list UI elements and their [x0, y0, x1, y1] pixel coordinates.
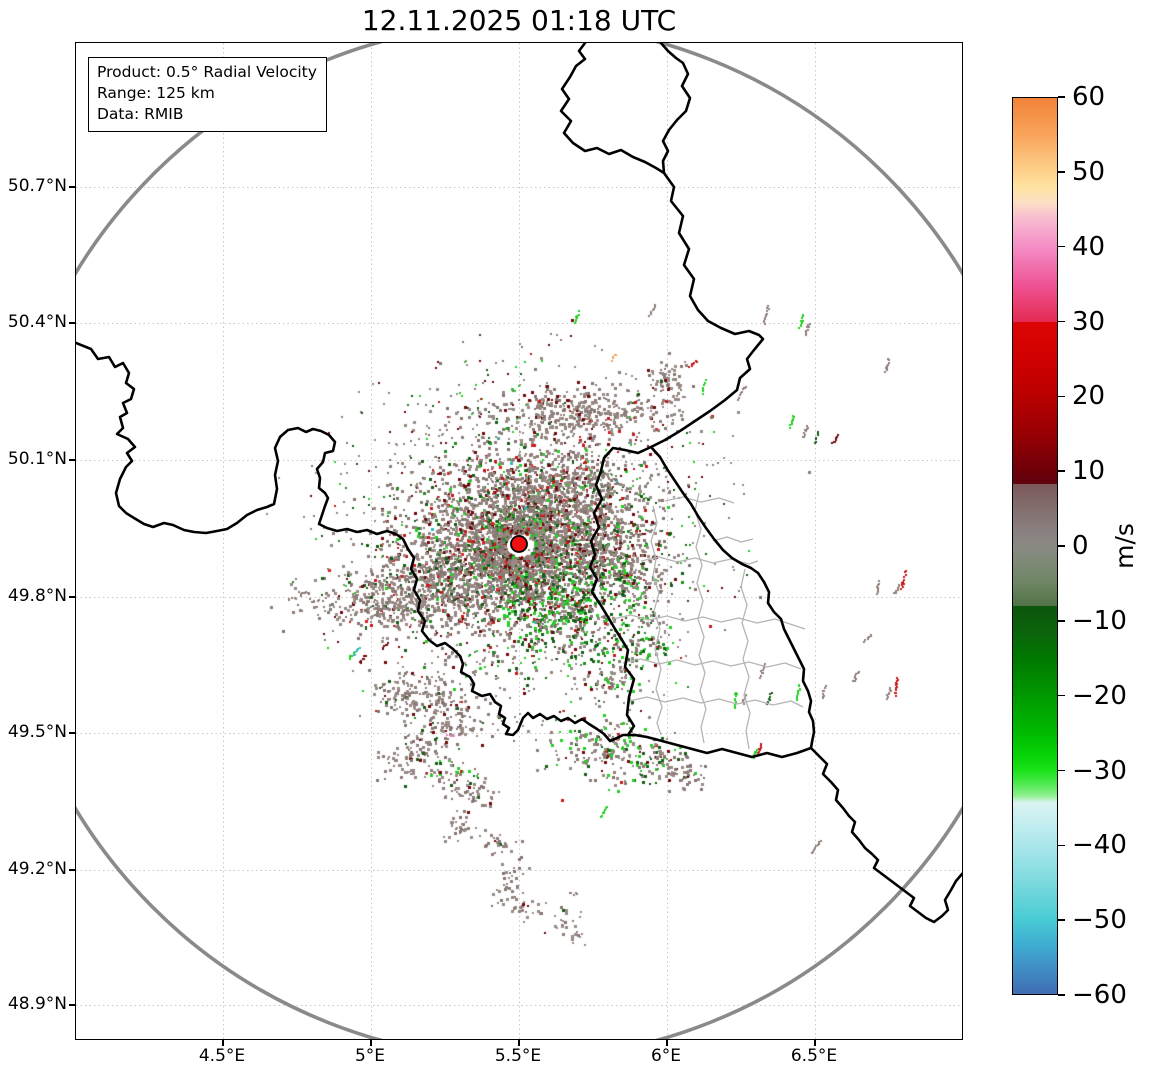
colorbar-tick-label: 30	[1072, 306, 1106, 337]
colorbar-tick-label: −60	[1072, 980, 1127, 1010]
x-tick-label: 6.5°E	[790, 1046, 838, 1066]
x-tick-label: 4.5°E	[198, 1046, 246, 1066]
colorbar-tick	[1058, 919, 1065, 921]
figure-title: 12.11.2025 01:18 UTC	[361, 4, 677, 37]
x-tick-mark	[222, 1040, 224, 1046]
data-source-line: Data: RMIB	[97, 105, 184, 123]
region-border	[650, 505, 663, 736]
colorbar-tick-label: −20	[1072, 680, 1127, 711]
y-tick-label: 49.8°N	[7, 586, 67, 606]
colorbar-unit-label: m/s	[1110, 523, 1139, 569]
colorbar-tick	[1058, 994, 1065, 996]
colorbar-tick-label: 50	[1072, 156, 1106, 187]
colorbar-gradient	[1012, 97, 1058, 995]
colorbar-tick-label: −10	[1072, 605, 1127, 636]
x-tick-mark	[518, 1040, 520, 1046]
colorbar-tick	[1058, 844, 1065, 847]
radar-site-marker	[510, 535, 528, 553]
y-tick-mark	[69, 1004, 75, 1006]
colorbar-tick-label: 10	[1072, 456, 1106, 487]
colorbar-tick	[1058, 620, 1065, 622]
y-tick-mark	[69, 186, 75, 188]
y-tick-label: 50.1°N	[7, 449, 67, 469]
country-border	[626, 733, 813, 759]
y-tick-mark	[69, 322, 75, 324]
region-border	[694, 492, 707, 744]
range-line: Range: 125 km	[97, 84, 215, 102]
colorbar-tick-label: 20	[1072, 381, 1106, 412]
region-border	[712, 536, 754, 543]
country-border	[659, 43, 692, 175]
region-border	[628, 696, 804, 708]
colorbar-tick-label: −40	[1072, 830, 1127, 861]
colorbar-tick	[1058, 395, 1065, 398]
product-info-box: Product: 0.5° Radial Velocity Range: 125…	[88, 57, 327, 132]
colorbar-tick-label: −50	[1072, 905, 1127, 936]
region-border	[664, 496, 735, 504]
colorbar-tick-label: −30	[1072, 755, 1127, 786]
region-border	[612, 614, 806, 630]
colorbar-tick	[1058, 96, 1065, 98]
y-tick-label: 49.2°N	[7, 859, 67, 879]
region-border	[740, 568, 751, 750]
colorbar-tick	[1058, 470, 1065, 472]
x-tick-label: 5.5°E	[494, 1046, 542, 1066]
colorbar-tick	[1058, 245, 1065, 248]
country-border	[559, 43, 765, 737]
country-border	[76, 341, 630, 743]
colorbar-tick-label: 40	[1072, 231, 1106, 262]
region-border	[622, 658, 802, 670]
colorbar-tick	[1058, 769, 1065, 772]
colorbar-tick-label: 0	[1072, 531, 1089, 561]
map-plot: Product: 0.5° Radial Velocity Range: 125…	[75, 42, 963, 1040]
x-tick-mark	[370, 1040, 372, 1046]
y-tick-mark	[69, 869, 75, 871]
y-tick-label: 50.7°N	[7, 176, 67, 196]
colorbar-tick	[1058, 171, 1065, 173]
y-tick-mark	[69, 459, 75, 461]
region-border	[640, 556, 759, 565]
colorbar-tick-label: 60	[1072, 82, 1106, 112]
x-tick-mark	[666, 1040, 668, 1046]
y-tick-mark	[69, 596, 75, 598]
y-tick-label: 49.5°N	[7, 722, 67, 742]
y-tick-label: 48.9°N	[7, 994, 67, 1014]
map-borders-layer	[76, 43, 962, 1039]
colorbar-tick	[1058, 694, 1065, 697]
y-tick-mark	[69, 732, 75, 734]
product-line: Product: 0.5° Radial Velocity	[97, 63, 317, 81]
x-tick-label: 6°E	[650, 1046, 682, 1066]
colorbar-tick	[1058, 320, 1065, 323]
x-tick-mark	[814, 1040, 816, 1046]
x-tick-label: 5°E	[354, 1046, 386, 1066]
colorbar-tick	[1058, 545, 1065, 547]
y-tick-label: 50.4°N	[7, 312, 67, 332]
